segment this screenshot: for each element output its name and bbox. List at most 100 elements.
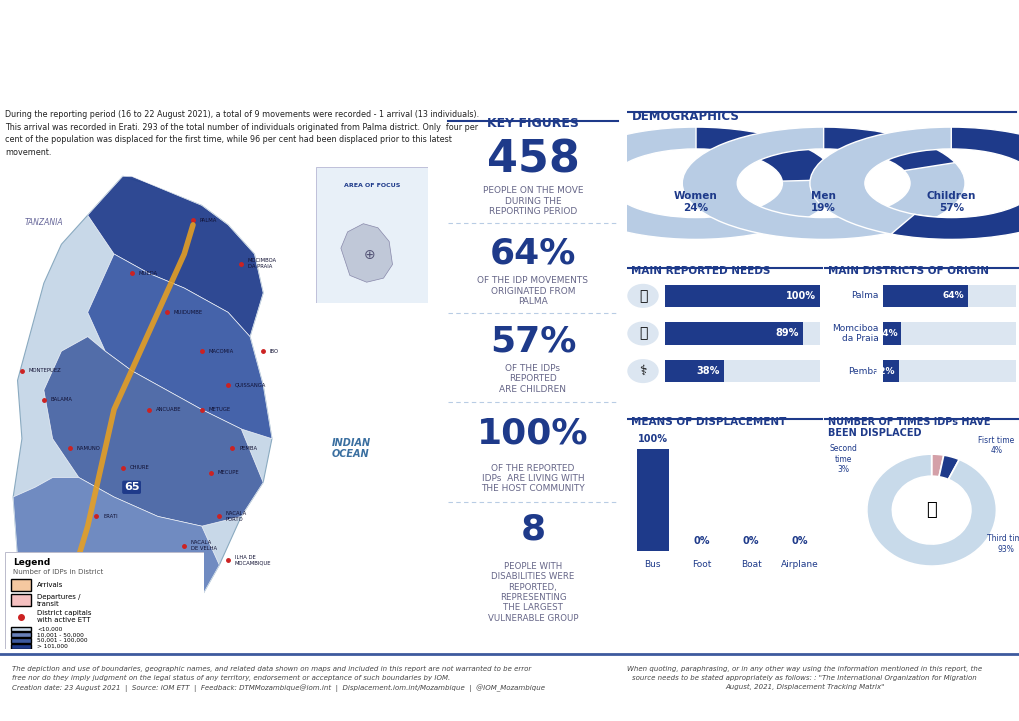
Polygon shape bbox=[340, 224, 392, 282]
FancyBboxPatch shape bbox=[11, 627, 31, 632]
Text: 100%: 100% bbox=[637, 434, 667, 444]
FancyBboxPatch shape bbox=[11, 638, 31, 643]
Text: 0%: 0% bbox=[742, 536, 758, 546]
Text: Number of IDPs in District: Number of IDPs in District bbox=[13, 569, 103, 575]
Text: TRACKING MATRIX: TRACKING MATRIX bbox=[178, 74, 286, 84]
Text: ERATI: ERATI bbox=[103, 514, 117, 519]
Text: 20: 20 bbox=[67, 572, 83, 582]
Text: MONTEPUEZ: MONTEPUEZ bbox=[29, 368, 61, 373]
Text: MECUBURI: MECUBURI bbox=[112, 562, 140, 567]
Text: PEOPLE ON THE MOVE
DURING THE
REPORTING PERIOD: PEOPLE ON THE MOVE DURING THE REPORTING … bbox=[482, 186, 583, 216]
Text: Women
24%: Women 24% bbox=[674, 191, 717, 213]
Text: TANZANIA: TANZANIA bbox=[24, 218, 63, 227]
FancyBboxPatch shape bbox=[637, 449, 667, 551]
Text: Boat: Boat bbox=[740, 560, 760, 569]
Text: KEY FIGURES: KEY FIGURES bbox=[486, 118, 579, 131]
Text: 10,001 - 50,000: 10,001 - 50,000 bbox=[37, 632, 84, 637]
Text: ⚕: ⚕ bbox=[639, 364, 646, 378]
Text: NAMUNO: NAMUNO bbox=[76, 446, 101, 451]
Text: 64%: 64% bbox=[942, 291, 963, 301]
Text: QUISSANGA: QUISSANGA bbox=[234, 383, 266, 388]
Text: DTM Emergency Tracking Tool (ETT) is deployed to track and provide up-to-date
in: DTM Emergency Tracking Tool (ETT) is dep… bbox=[390, 60, 710, 79]
Text: Pemba: Pemba bbox=[847, 366, 877, 376]
Text: BALAMA: BALAMA bbox=[50, 397, 72, 402]
Text: METUGE: METUGE bbox=[208, 407, 230, 412]
Text: RAPALE: RAPALE bbox=[86, 601, 105, 606]
Text: Second
time
3%: Second time 3% bbox=[828, 444, 856, 474]
Polygon shape bbox=[13, 176, 272, 633]
Circle shape bbox=[627, 359, 658, 383]
Text: When quoting, paraphrasing, or in any other way using the information mentioned : When quoting, paraphrasing, or in any ot… bbox=[627, 666, 981, 690]
Text: The depiction and use of boundaries, geographic names, and related data shown on: The depiction and use of boundaries, geo… bbox=[12, 666, 545, 691]
Text: INDIAN
OCEAN: INDIAN OCEAN bbox=[331, 438, 370, 459]
Text: AREA OF FOCUS: AREA OF FOCUS bbox=[343, 183, 400, 188]
Text: ANCUABE: ANCUABE bbox=[156, 407, 181, 412]
Wedge shape bbox=[891, 127, 1019, 239]
FancyBboxPatch shape bbox=[11, 595, 31, 606]
Text: ILHA DE
MOCAMBIQUE: ILHA DE MOCAMBIQUE bbox=[234, 554, 271, 565]
FancyBboxPatch shape bbox=[881, 285, 967, 307]
Text: > 101,000: > 101,000 bbox=[37, 644, 67, 649]
Text: NACALA
DE VELHA: NACALA DE VELHA bbox=[191, 540, 217, 551]
Text: MAIN REPORTED NEEDS: MAIN REPORTED NEEDS bbox=[631, 266, 769, 275]
FancyBboxPatch shape bbox=[881, 322, 1015, 345]
Text: MOCIMBOA
DA PRAIA: MOCIMBOA DA PRAIA bbox=[248, 258, 277, 269]
Text: 280: 280 bbox=[71, 614, 104, 629]
Text: 12%: 12% bbox=[872, 366, 894, 376]
Text: 0%: 0% bbox=[791, 536, 807, 546]
Text: LALAUA: LALAUA bbox=[50, 553, 71, 558]
Polygon shape bbox=[13, 477, 219, 633]
Wedge shape bbox=[809, 127, 1019, 239]
Text: NUMBER OF TIMES IDPs HAVE
BEEN DISPLACED: NUMBER OF TIMES IDPs HAVE BEEN DISPLACED bbox=[826, 417, 989, 438]
Text: MONAPO: MONAPO bbox=[160, 567, 183, 572]
Polygon shape bbox=[88, 254, 272, 438]
Text: OF THE REPORTED
IDPs  ARE LIVING WITH
THE HOST COMMUNITY: OF THE REPORTED IDPs ARE LIVING WITH THE… bbox=[481, 464, 584, 493]
Wedge shape bbox=[930, 454, 943, 477]
Text: <10,000: <10,000 bbox=[37, 627, 62, 632]
Text: 89%: 89% bbox=[774, 329, 798, 338]
FancyBboxPatch shape bbox=[881, 360, 898, 382]
Text: MECUPE: MECUPE bbox=[217, 470, 238, 475]
Text: PEMBA: PEMBA bbox=[238, 446, 257, 451]
Text: 🏠: 🏠 bbox=[638, 327, 647, 340]
Text: 👨‍👩‍👧: 👨‍👩‍👧 bbox=[45, 43, 67, 56]
Text: 100%: 100% bbox=[785, 291, 815, 301]
Text: ETT Report: No. 115/ 16 - 22 August 2021: ETT Report: No. 115/ 16 - 22 August 2021 bbox=[713, 84, 958, 94]
Text: EMERGENCY TRACKING TOOL (ETT) - Nampula Province: EMERGENCY TRACKING TOOL (ETT) - Nampula … bbox=[271, 36, 829, 54]
Text: 50,001 - 100,000: 50,001 - 100,000 bbox=[37, 638, 88, 643]
Text: CHIURE: CHIURE bbox=[129, 465, 149, 470]
FancyBboxPatch shape bbox=[5, 552, 204, 649]
Text: OF THE IDPs
REPORTED
ARE CHILDREN: OF THE IDPs REPORTED ARE CHILDREN bbox=[499, 364, 566, 394]
Text: ⊕: ⊕ bbox=[364, 248, 375, 262]
Text: 458: 458 bbox=[486, 138, 579, 182]
FancyBboxPatch shape bbox=[664, 360, 819, 382]
FancyBboxPatch shape bbox=[881, 360, 1015, 382]
Wedge shape bbox=[554, 127, 837, 239]
Text: Airplane: Airplane bbox=[781, 560, 818, 569]
FancyBboxPatch shape bbox=[881, 285, 1015, 307]
Text: District capitals
with active ETT: District capitals with active ETT bbox=[37, 611, 92, 624]
Text: NACALA
PORTO: NACALA PORTO bbox=[225, 511, 247, 522]
Text: PALMA: PALMA bbox=[200, 218, 217, 223]
Text: 100%: 100% bbox=[477, 417, 588, 451]
Text: Third time
93%: Third time 93% bbox=[985, 534, 1019, 554]
Text: 🌾: 🌾 bbox=[638, 289, 647, 303]
Circle shape bbox=[627, 284, 658, 308]
Text: 57%: 57% bbox=[489, 324, 576, 358]
Text: Legend: Legend bbox=[13, 557, 50, 567]
Text: NAMPULA: NAMPULA bbox=[103, 621, 128, 626]
Text: During the reporting period (16 to 22 August 2021), a total of 9 movements were : During the reporting period (16 to 22 Au… bbox=[5, 110, 479, 156]
Text: 0%: 0% bbox=[693, 536, 709, 546]
Text: 🏃: 🏃 bbox=[925, 501, 936, 519]
Text: Fisrt time
4%: Fisrt time 4% bbox=[977, 436, 1014, 456]
Text: 53: 53 bbox=[90, 628, 103, 638]
Text: OF THE IDP MOVEMENTS
ORIGINATED FROM
PALMA: OF THE IDP MOVEMENTS ORIGINATED FROM PAL… bbox=[477, 276, 588, 306]
Text: Palma: Palma bbox=[851, 291, 877, 301]
Text: 38%: 38% bbox=[696, 366, 719, 376]
Text: DISPLACEMENT TRACKING MATRIX - Mozambique: DISPLACEMENT TRACKING MATRIX - Mozambiqu… bbox=[328, 14, 772, 30]
Text: DTM: DTM bbox=[178, 14, 262, 46]
Text: IBO: IBO bbox=[269, 349, 278, 354]
Circle shape bbox=[627, 322, 658, 345]
Text: IOM: IOM bbox=[948, 23, 1015, 53]
Text: Children
57%: Children 57% bbox=[925, 191, 975, 213]
